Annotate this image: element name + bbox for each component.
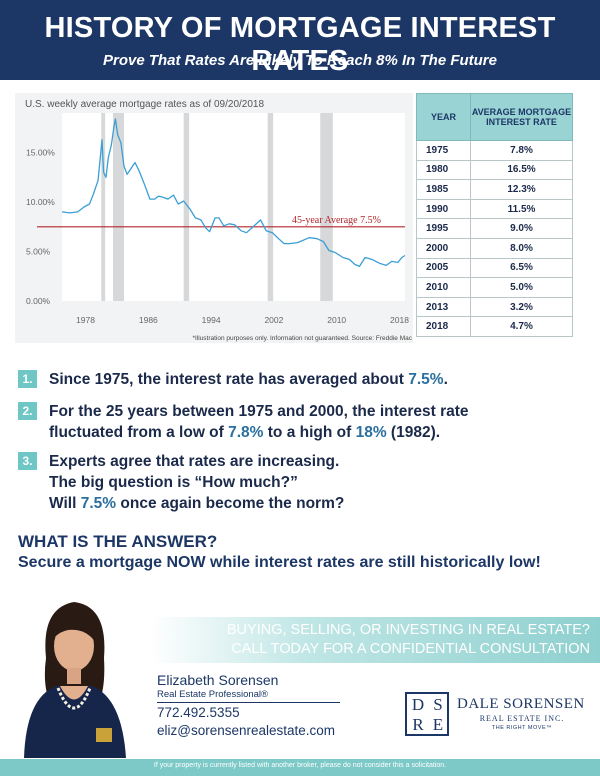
footer-disclaimer: If your property is currently listed wit… <box>153 762 447 769</box>
table-cell-rate: 12.3% <box>470 179 573 200</box>
table-cell-year: 1980 <box>416 159 471 181</box>
average-label: 45-year Average 7.5% <box>292 215 381 226</box>
logo-company-name: DALE SORENSEN <box>457 696 585 712</box>
table-cell-rate: 7.8% <box>470 140 573 161</box>
table-cell-year: 2018 <box>416 316 471 337</box>
table-cell-rate: 5.0% <box>470 277 573 298</box>
header-banner: HISTORY OF MORTGAGE INTEREST RATES Prove… <box>0 0 600 80</box>
table-cell-rate: 3.2% <box>470 296 573 318</box>
answer-heading: WHAT IS THE ANSWER? <box>18 532 218 551</box>
table-header-year: YEAR <box>416 93 471 141</box>
footer-bar: If your property is currently listed wit… <box>0 759 600 776</box>
table-cell-rate: 8.0% <box>470 237 573 259</box>
agent-role: Real Estate Professional® <box>157 689 269 700</box>
table-header-rate: AVERAGE MORTGAGE INTEREST RATE <box>470 93 573 141</box>
table-cell-rate: 16.5% <box>470 159 573 181</box>
point-text: Experts agree that rates are increasing.… <box>49 453 345 512</box>
recession-band <box>101 113 106 301</box>
x-tick-label: 2018 <box>390 315 409 325</box>
logo-company-sub: REAL ESTATE INC. <box>479 714 565 723</box>
x-tick-label: 2002 <box>264 315 283 325</box>
logo-letter: D <box>411 695 425 714</box>
table-cell-year: 2013 <box>416 296 471 318</box>
x-tick-label: 1986 <box>139 315 158 325</box>
page-title: HISTORY OF MORTGAGE INTEREST RATES <box>44 12 556 77</box>
x-tick-label: 2010 <box>327 315 346 325</box>
point-number: 2. <box>18 402 37 420</box>
table-row: 1990 11.5% <box>416 198 573 220</box>
table-row: 1980 16.5% <box>416 159 573 181</box>
logo-mark: D S R E <box>405 692 449 736</box>
table-row: 2005 6.5% <box>416 257 573 279</box>
table-row: 1975 7.8% <box>416 140 573 161</box>
recession-band <box>183 113 190 301</box>
table-row: 2013 3.2% <box>416 296 573 318</box>
cta-banner: BUYING, SELLING, OR INVESTING IN REAL ES… <box>150 617 600 663</box>
rate-table: YEAR AVERAGE MORTGAGE INTEREST RATE 1975… <box>416 93 573 337</box>
rate-chart: U.S. weekly average mortgage rates as of… <box>15 93 413 343</box>
x-tick-label: 1994 <box>202 315 221 325</box>
rate-series-line <box>61 118 406 268</box>
agent-photo <box>24 602 126 758</box>
table-cell-rate: 11.5% <box>470 198 573 220</box>
table-row: 2018 4.7% <box>416 316 573 337</box>
rate-chart-svg: U.S. weekly average mortgage rates as of… <box>25 99 409 325</box>
point-number: 1. <box>18 370 37 388</box>
recession-band <box>320 113 333 301</box>
x-tick-label: 1978 <box>76 315 95 325</box>
table-cell-rate: 4.7% <box>470 316 573 337</box>
agent-name: Elizabeth Sorensen <box>157 672 279 688</box>
y-tick-label: 5.00% <box>26 247 51 257</box>
page-subtitle: Prove That Rates Are Likely To Reach 8% … <box>103 52 497 69</box>
y-tick-label: 0.00% <box>26 296 51 306</box>
recession-band <box>113 113 125 301</box>
table-cell-rate: 9.0% <box>470 218 573 239</box>
table-cell-year: 2000 <box>416 237 471 259</box>
agent-email[interactable]: eliz@sorensenrealestate.com <box>157 723 336 738</box>
table-cell-year: 2010 <box>416 277 471 298</box>
logo-letter: E <box>432 715 444 734</box>
point-text: Since 1975, the interest rate has averag… <box>49 371 448 388</box>
logo-letter: R <box>412 715 424 734</box>
table-row: 2010 5.0% <box>416 277 573 298</box>
table-cell-year: 1995 <box>416 218 471 239</box>
company-logo: D S R E DALE SORENSEN REAL ESTATE INC. T… <box>405 692 590 738</box>
logo-letter: S <box>433 695 443 714</box>
chart-title: U.S. weekly average mortgage rates as of… <box>25 99 264 110</box>
table-row: 1985 12.3% <box>416 179 573 200</box>
y-tick-label: 10.00% <box>26 197 55 207</box>
y-tick-label: 15.00% <box>26 148 55 158</box>
table-cell-year: 1990 <box>416 198 471 220</box>
table-row: 1995 9.0% <box>416 218 573 239</box>
agent-phone[interactable]: 772.492.5355 <box>157 705 240 720</box>
table-cell-year: 1985 <box>416 179 471 200</box>
table-cell-rate: 6.5% <box>470 257 573 279</box>
recession-band <box>267 113 274 301</box>
point-text: For the 25 years between 1975 and 2000, … <box>49 403 469 441</box>
point-number: 3. <box>18 452 37 470</box>
cta-line-2: CALL TODAY FOR A CONFIDENTIAL CONSULTATI… <box>231 641 590 657</box>
chart-source-note: *Illustration purposes only. Information… <box>192 335 412 342</box>
agent-divider <box>157 702 340 703</box>
table-cell-year: 1975 <box>416 140 471 161</box>
answer-text: Secure a mortgage NOW while interest rat… <box>18 554 541 571</box>
table-cell-year: 2005 <box>416 257 471 279</box>
cta-line-1: BUYING, SELLING, OR INVESTING IN REAL ES… <box>226 622 590 638</box>
logo-tagline: THE RIGHT MOVE™ <box>491 725 553 731</box>
table-row: 2000 8.0% <box>416 237 573 259</box>
